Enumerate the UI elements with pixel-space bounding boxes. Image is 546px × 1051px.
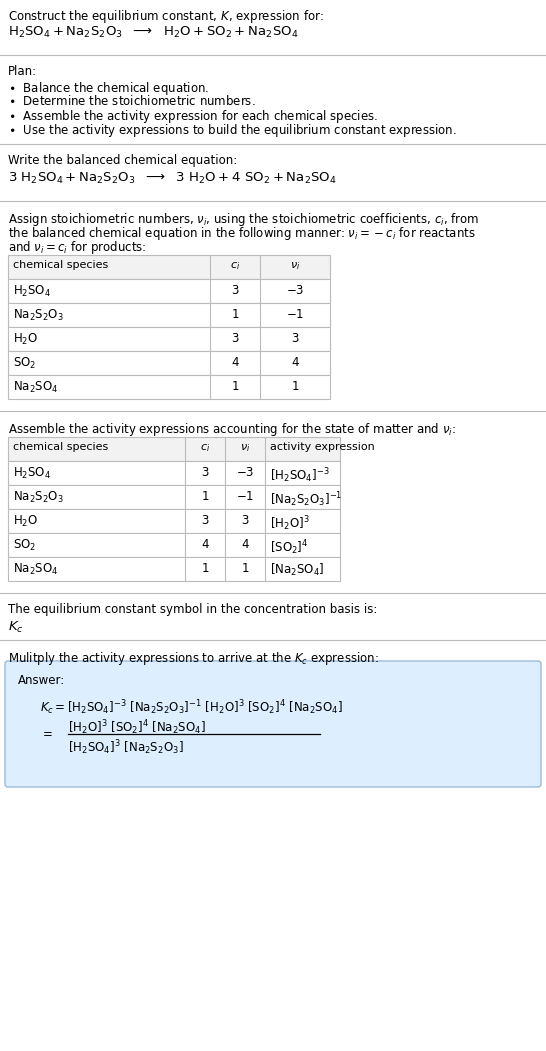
Text: $\mathrm{H_2O}$: $\mathrm{H_2O}$ <box>13 514 38 529</box>
Text: $\mathrm{Na_2SO_4}$: $\mathrm{Na_2SO_4}$ <box>13 562 58 577</box>
Bar <box>8 375 330 399</box>
Text: $\mathrm{Na_2SO_4}$: $\mathrm{Na_2SO_4}$ <box>13 380 58 395</box>
Text: $-$3: $-$3 <box>236 466 254 479</box>
Text: $\mathrm{H_2O}$: $\mathrm{H_2O}$ <box>13 332 38 347</box>
Text: $[\mathrm{Na_2SO_4}]$: $[\mathrm{Na_2SO_4}]$ <box>270 562 324 578</box>
Bar <box>8 461 340 485</box>
Text: $\mathrm{SO_2}$: $\mathrm{SO_2}$ <box>13 356 36 371</box>
Text: 1: 1 <box>291 380 299 393</box>
Text: $[\mathrm{H_2O}]^3\ [\mathrm{SO_2}]^4\ [\mathrm{Na_2SO_4}]$: $[\mathrm{H_2O}]^3\ [\mathrm{SO_2}]^4\ [… <box>68 718 206 737</box>
Text: $c_i$: $c_i$ <box>230 260 240 272</box>
Text: 4: 4 <box>241 538 249 551</box>
Text: activity expression: activity expression <box>270 442 375 452</box>
Text: 3: 3 <box>201 514 209 527</box>
Bar <box>8 303 330 327</box>
Bar <box>8 437 340 461</box>
Bar <box>8 557 340 581</box>
Text: $[\mathrm{Na_2S_2O_3}]^{-1}$: $[\mathrm{Na_2S_2O_3}]^{-1}$ <box>270 490 342 509</box>
Bar <box>8 327 330 351</box>
Text: and $\nu_i = c_i$ for products:: and $\nu_i = c_i$ for products: <box>8 239 146 256</box>
Text: Plan:: Plan: <box>8 65 37 78</box>
Text: chemical species: chemical species <box>13 260 108 270</box>
Text: $-$3: $-$3 <box>286 284 304 297</box>
Text: $c_i$: $c_i$ <box>200 442 210 454</box>
Text: 1: 1 <box>241 562 249 575</box>
Text: Construct the equilibrium constant, $K$, expression for:: Construct the equilibrium constant, $K$,… <box>8 8 324 25</box>
Text: $\mathrm{H_2SO_4 + Na_2S_2O_3}$$\ \ \longrightarrow\ \ $$\mathrm{H_2O + SO_2 + N: $\mathrm{H_2SO_4 + Na_2S_2O_3}$$\ \ \lon… <box>8 25 299 40</box>
Text: Write the balanced chemical equation:: Write the balanced chemical equation: <box>8 154 238 167</box>
Text: Assemble the activity expressions accounting for the state of matter and $\nu_i$: Assemble the activity expressions accoun… <box>8 421 456 438</box>
Bar <box>8 533 340 557</box>
Text: 1: 1 <box>232 308 239 321</box>
Bar <box>8 255 330 279</box>
Text: 1: 1 <box>201 562 209 575</box>
Text: Mulitply the activity expressions to arrive at the $K_c$ expression:: Mulitply the activity expressions to arr… <box>8 650 379 667</box>
Text: $=$: $=$ <box>40 726 53 739</box>
Text: 3: 3 <box>232 332 239 345</box>
Text: Assign stoichiometric numbers, $\nu_i$, using the stoichiometric coefficients, $: Assign stoichiometric numbers, $\nu_i$, … <box>8 211 479 228</box>
Text: $-$1: $-$1 <box>236 490 254 503</box>
Text: $\nu_i$: $\nu_i$ <box>240 442 250 454</box>
Text: $[\mathrm{H_2SO_4}]^3\ [\mathrm{Na_2S_2O_3}]$: $[\mathrm{H_2SO_4}]^3\ [\mathrm{Na_2S_2O… <box>68 738 183 757</box>
Bar <box>8 509 340 533</box>
Text: 4: 4 <box>201 538 209 551</box>
Text: $[\mathrm{H_2O}]^3$: $[\mathrm{H_2O}]^3$ <box>270 514 310 533</box>
Text: $-$1: $-$1 <box>286 308 304 321</box>
Text: 4: 4 <box>232 356 239 369</box>
Text: $\nu_i$: $\nu_i$ <box>290 260 300 272</box>
Bar <box>8 351 330 375</box>
Text: The equilibrium constant symbol in the concentration basis is:: The equilibrium constant symbol in the c… <box>8 603 377 616</box>
Text: $\mathrm{Na_2S_2O_3}$: $\mathrm{Na_2S_2O_3}$ <box>13 308 64 323</box>
Text: 1: 1 <box>232 380 239 393</box>
Text: Answer:: Answer: <box>18 674 66 687</box>
Text: 3: 3 <box>232 284 239 297</box>
Text: $\mathrm{H_2SO_4}$: $\mathrm{H_2SO_4}$ <box>13 284 51 300</box>
Text: 3: 3 <box>241 514 248 527</box>
Text: $K_c$: $K_c$ <box>8 620 23 635</box>
Text: $K_c = [\mathrm{H_2SO_4}]^{-3}\ [\mathrm{Na_2S_2O_3}]^{-1}\ [\mathrm{H_2O}]^3\ [: $K_c = [\mathrm{H_2SO_4}]^{-3}\ [\mathrm… <box>40 698 343 717</box>
Text: chemical species: chemical species <box>13 442 108 452</box>
Text: $[\mathrm{H_2SO_4}]^{-3}$: $[\mathrm{H_2SO_4}]^{-3}$ <box>270 466 330 485</box>
Bar <box>8 485 340 509</box>
Text: $\mathrm{H_2SO_4}$: $\mathrm{H_2SO_4}$ <box>13 466 51 481</box>
Text: $\mathrm{3\ H_2SO_4 + Na_2S_2O_3}$$\ \ \longrightarrow\ \ $$\mathrm{3\ H_2O + 4\: $\mathrm{3\ H_2SO_4 + Na_2S_2O_3}$$\ \ \… <box>8 171 336 186</box>
Text: 1: 1 <box>201 490 209 503</box>
Text: $\bullet$  Use the activity expressions to build the equilibrium constant expres: $\bullet$ Use the activity expressions t… <box>8 122 456 139</box>
Text: $\bullet$  Assemble the activity expression for each chemical species.: $\bullet$ Assemble the activity expressi… <box>8 108 378 125</box>
Text: 3: 3 <box>201 466 209 479</box>
Text: $\bullet$  Balance the chemical equation.: $\bullet$ Balance the chemical equation. <box>8 80 209 97</box>
Text: $[\mathrm{SO_2}]^4$: $[\mathrm{SO_2}]^4$ <box>270 538 308 557</box>
Text: $\mathrm{SO_2}$: $\mathrm{SO_2}$ <box>13 538 36 553</box>
FancyBboxPatch shape <box>5 661 541 787</box>
Bar <box>8 279 330 303</box>
Text: 4: 4 <box>291 356 299 369</box>
Text: $\bullet$  Determine the stoichiometric numbers.: $\bullet$ Determine the stoichiometric n… <box>8 94 256 108</box>
Text: 3: 3 <box>292 332 299 345</box>
Text: the balanced chemical equation in the following manner: $\nu_i = -c_i$ for react: the balanced chemical equation in the fo… <box>8 225 476 242</box>
Text: $\mathrm{Na_2S_2O_3}$: $\mathrm{Na_2S_2O_3}$ <box>13 490 64 506</box>
